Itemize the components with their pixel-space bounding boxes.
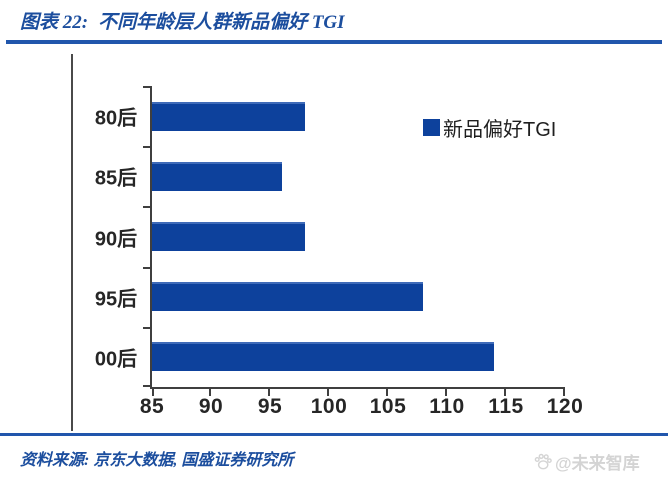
y-axis-tick	[143, 146, 150, 149]
category-label-85后: 85后	[94, 167, 138, 190]
plot-area: 85 90 95 100 105 110 115 120	[140, 86, 583, 418]
bar-00后	[152, 342, 495, 372]
figure-title: 图表 22: 不同年龄层人群新品偏好 TGI	[20, 7, 345, 34]
watermark-text: @未来智库	[555, 454, 640, 473]
x-axis-label-105: 105	[369, 395, 407, 418]
legend-color-swatch	[423, 119, 440, 136]
x-axis-tick	[209, 389, 211, 396]
x-axis-label-95: 95	[257, 395, 283, 418]
watermark: @未来智库	[533, 449, 640, 474]
y-axis-tick	[143, 86, 150, 88]
x-axis-label-100: 100	[310, 395, 348, 418]
y-axis-tick	[143, 326, 150, 329]
left-border-rule	[71, 54, 73, 431]
source-note: 资料来源: 京东大数据, 国盛证券研究所	[20, 452, 294, 469]
paw-icon	[533, 452, 553, 472]
category-label-95后: 95后	[94, 288, 138, 311]
x-axis-tick	[152, 389, 154, 396]
y-axis-tick	[143, 385, 150, 387]
x-axis-tick	[386, 389, 388, 396]
category-label-00后: 00后	[94, 348, 138, 371]
category-axis-labels: 80后 85后 90后 95后 00后	[81, 86, 151, 387]
bar-80后	[152, 101, 306, 131]
figure-title-text: 不同年龄层人群新品偏好 TGI	[98, 12, 345, 33]
bar-95后	[152, 282, 424, 312]
x-axis-tick	[504, 389, 506, 396]
bottom-rule	[0, 433, 668, 436]
bar-85后	[152, 161, 282, 191]
category-label-90后: 90后	[94, 228, 138, 250]
x-axis-label-115: 115	[488, 395, 524, 418]
y-axis-tick	[143, 266, 150, 269]
x-axis-label-110: 110	[429, 395, 465, 418]
x-axis-label-90: 90	[198, 395, 224, 418]
figure-number-label: 图表 22:	[20, 12, 89, 33]
bar-90后	[152, 222, 306, 251]
y-axis-tick	[143, 206, 150, 209]
category-label-80后: 80后	[94, 107, 138, 130]
x-axis-tick	[445, 389, 447, 396]
top-rule	[6, 40, 662, 44]
x-axis-tick	[563, 389, 565, 396]
legend-label: 新品偏好TGI	[443, 119, 557, 141]
x-axis-tick	[327, 389, 329, 396]
x-axis-label-120: 120	[546, 395, 584, 418]
chart-legend: 新品偏好TGI	[423, 113, 556, 142]
x-axis-label-85: 85	[139, 395, 165, 418]
x-axis-tick	[268, 389, 270, 396]
